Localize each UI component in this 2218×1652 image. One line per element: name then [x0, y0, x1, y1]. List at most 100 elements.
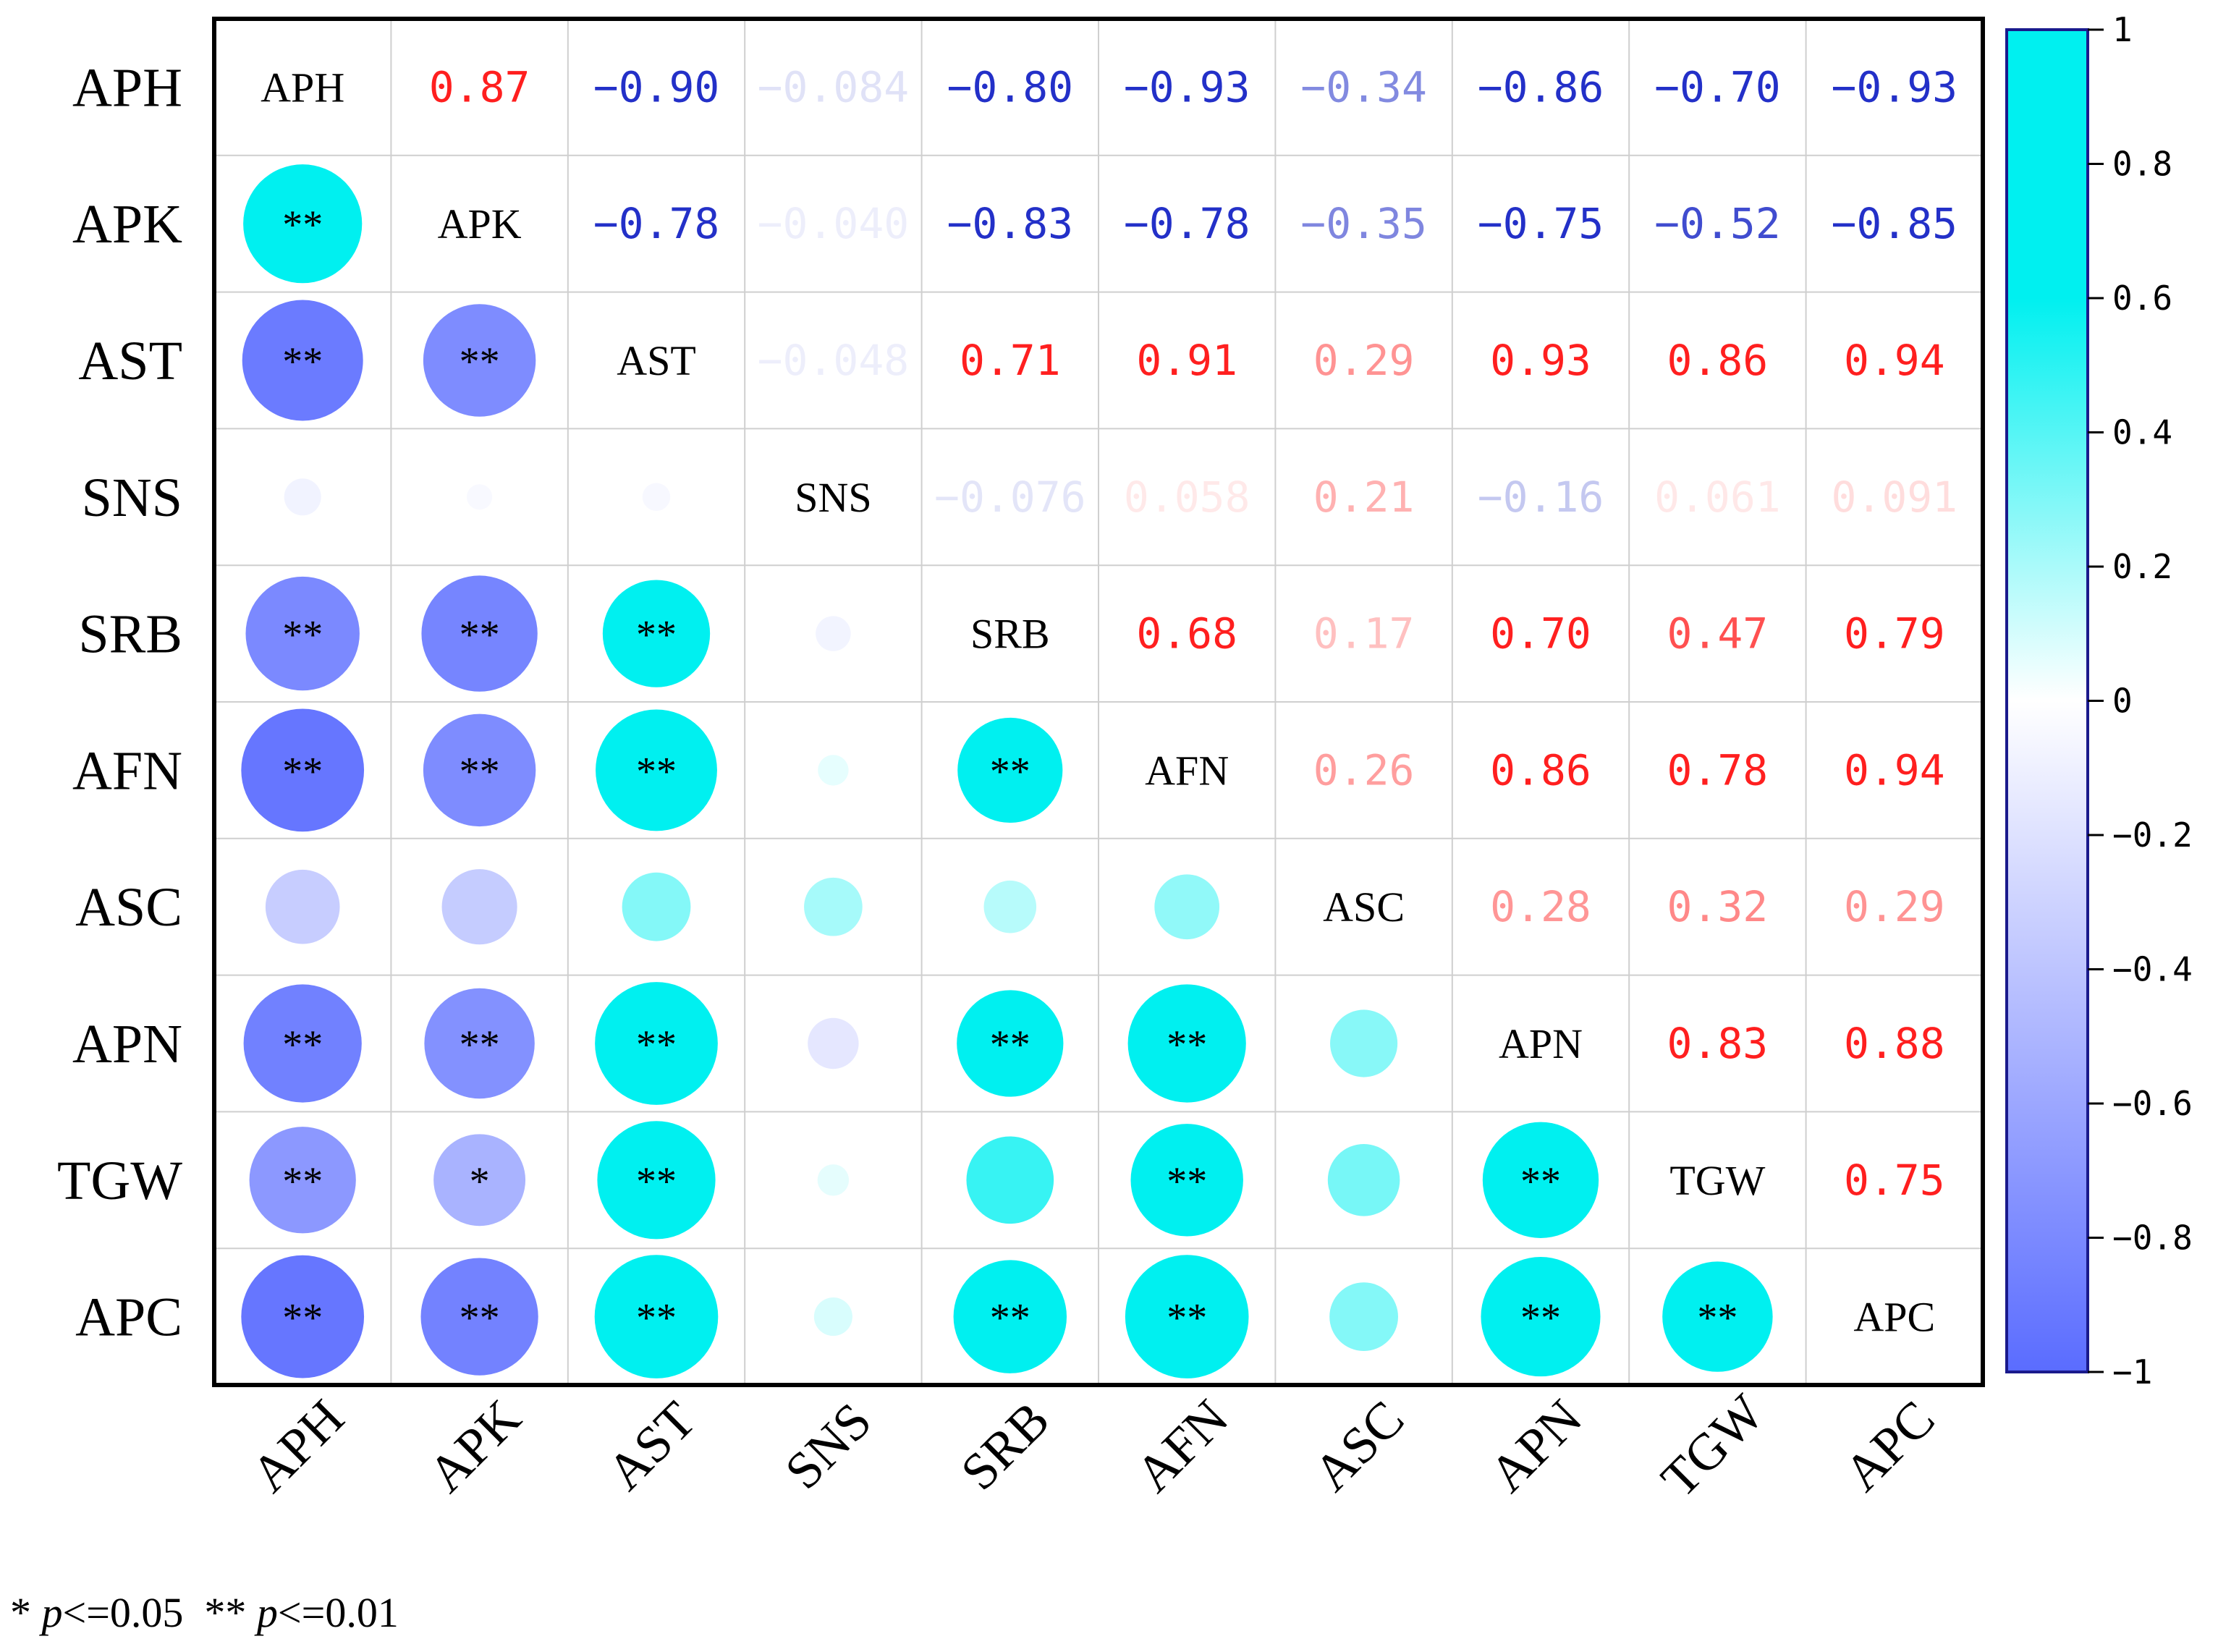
colorbar-tick-label: −0.2	[2112, 816, 2193, 855]
significance-footnote: * p<=0.05 ** p<=0.01	[10, 1588, 399, 1639]
significance-mark: **	[1167, 1296, 1207, 1341]
row-label: TGW	[57, 1151, 182, 1211]
significance-mark: **	[636, 1296, 677, 1341]
correlation-circle	[816, 616, 851, 651]
correlation-circle	[423, 304, 536, 417]
correlation-circle	[1130, 1124, 1243, 1237]
correlation-value: −0.52	[1654, 199, 1781, 248]
significance-mark: **	[636, 749, 677, 794]
colorbar-tick-label: 0.8	[2112, 145, 2172, 184]
correlation-value: −0.16	[1478, 473, 1604, 522]
correlation-value: 0.88	[1844, 1019, 1945, 1068]
row-label: ASC	[75, 877, 182, 938]
footnote-threshold-1: <=0.05	[62, 1589, 184, 1636]
correlation-circle	[597, 1121, 716, 1240]
correlation-value: −0.34	[1300, 62, 1427, 111]
correlation-value: 0.93	[1490, 336, 1591, 385]
correlation-circle	[241, 1255, 365, 1378]
correlation-circle	[245, 576, 360, 691]
correlation-circle	[1481, 1257, 1601, 1377]
footnote-threshold-2: <=0.01	[277, 1589, 399, 1636]
diagonal-label: APN	[1499, 1020, 1583, 1067]
significance-mark: **	[1167, 1159, 1207, 1204]
colorbar-tick-label: 0.4	[2112, 413, 2172, 452]
correlation-circle	[594, 1255, 719, 1378]
correlation-circle	[242, 300, 363, 421]
row-labels: APH APK AST SNS SRB AFN ASC APN TGW APC	[57, 57, 182, 1347]
correlation-value: −0.85	[1831, 199, 1957, 248]
correlation-circle	[1125, 1255, 1249, 1378]
correlation-circle	[983, 880, 1037, 933]
correlation-value: −0.35	[1300, 199, 1427, 248]
correlation-circle	[602, 580, 711, 687]
correlation-value: −0.084	[758, 62, 910, 111]
significance-mark: **	[282, 203, 323, 247]
column-label: SRB	[949, 1391, 1060, 1501]
correlation-circle	[421, 575, 538, 692]
correlation-value: −0.86	[1478, 62, 1604, 111]
cells: APH 0.87 −0.90 −0.084 −0.80 −0.93 −0.34 −0.86 −0…	[241, 62, 1957, 1378]
correlation-circle	[424, 988, 535, 1099]
diagonal-label: AFN	[1145, 747, 1229, 794]
correlation-circle	[1329, 1282, 1398, 1351]
correlation-value: 0.32	[1667, 882, 1769, 931]
correlation-value: 0.78	[1667, 745, 1769, 795]
correlation-value: 0.47	[1667, 609, 1769, 658]
colorbar-ticks: 1 0.8 0.6 0.4 0.2 0 −0.2 −0.4 −0.6 −0.8 −1	[2088, 10, 2193, 1392]
correlation-value: −0.040	[758, 199, 910, 248]
correlation-circle	[265, 869, 340, 944]
correlation-value: 0.71	[960, 336, 1061, 385]
colorbar-gradient	[2005, 28, 2089, 1373]
significance-mark: **	[282, 749, 323, 794]
correlation-circle	[423, 713, 536, 827]
correlation-value: −0.75	[1478, 199, 1604, 248]
significance-mark: **	[460, 339, 500, 384]
correlation-value: 0.75	[1844, 1156, 1945, 1205]
significance-mark: **	[460, 1296, 500, 1341]
correlation-circle	[953, 1260, 1067, 1373]
correlation-value: −0.048	[758, 336, 910, 385]
colorbar-tick-label: −1	[2112, 1352, 2152, 1392]
footnote-p-2: p	[256, 1589, 278, 1636]
colorbar-tick-label: 0.2	[2112, 547, 2172, 586]
correlation-value: −0.83	[947, 199, 1073, 248]
correlation-circle	[957, 717, 1063, 823]
correlation-value: 0.17	[1313, 609, 1415, 658]
correlation-circle	[817, 1164, 850, 1196]
diagonal-label: APH	[261, 64, 344, 111]
column-label: APK	[417, 1389, 531, 1503]
colorbar-tick-label: 0	[2112, 682, 2133, 721]
correlation-value: −0.70	[1654, 62, 1781, 111]
significance-mark: **	[282, 339, 323, 384]
correlation-circle	[243, 164, 363, 284]
significance-mark: **	[636, 1022, 677, 1067]
correlation-circle	[467, 484, 493, 510]
diagonal-label: AST	[617, 337, 696, 384]
correlation-circle	[622, 872, 691, 941]
correlation-circle	[1482, 1122, 1599, 1238]
colorbar-tick-label: −0.8	[2112, 1219, 2193, 1258]
correlation-circle	[595, 982, 718, 1105]
footnote-p-1: p	[41, 1589, 63, 1636]
diagonal-label: SNS	[795, 474, 871, 521]
significance-mark: **	[282, 613, 323, 658]
correlation-circle	[957, 990, 1064, 1097]
correlation-value: 0.29	[1844, 882, 1945, 931]
column-label: APN	[1478, 1389, 1593, 1503]
correlation-circle	[596, 709, 717, 831]
significance-mark: **	[460, 1022, 500, 1067]
correlation-value: 0.26	[1313, 745, 1415, 795]
footnote-star-double: **	[204, 1589, 247, 1636]
significance-mark: **	[282, 1022, 323, 1067]
correlation-value: 0.94	[1844, 745, 1945, 795]
correlation-value: 0.21	[1313, 473, 1415, 522]
row-label: APK	[72, 194, 182, 255]
significance-mark: **	[990, 1022, 1030, 1067]
significance-mark: **	[636, 613, 677, 658]
correlation-circle	[804, 877, 863, 936]
significance-mark: **	[636, 1159, 677, 1204]
significance-mark: **	[460, 613, 500, 658]
significance-mark: **	[990, 749, 1030, 794]
correlation-circle	[1327, 1144, 1400, 1216]
row-label: APN	[72, 1014, 182, 1075]
